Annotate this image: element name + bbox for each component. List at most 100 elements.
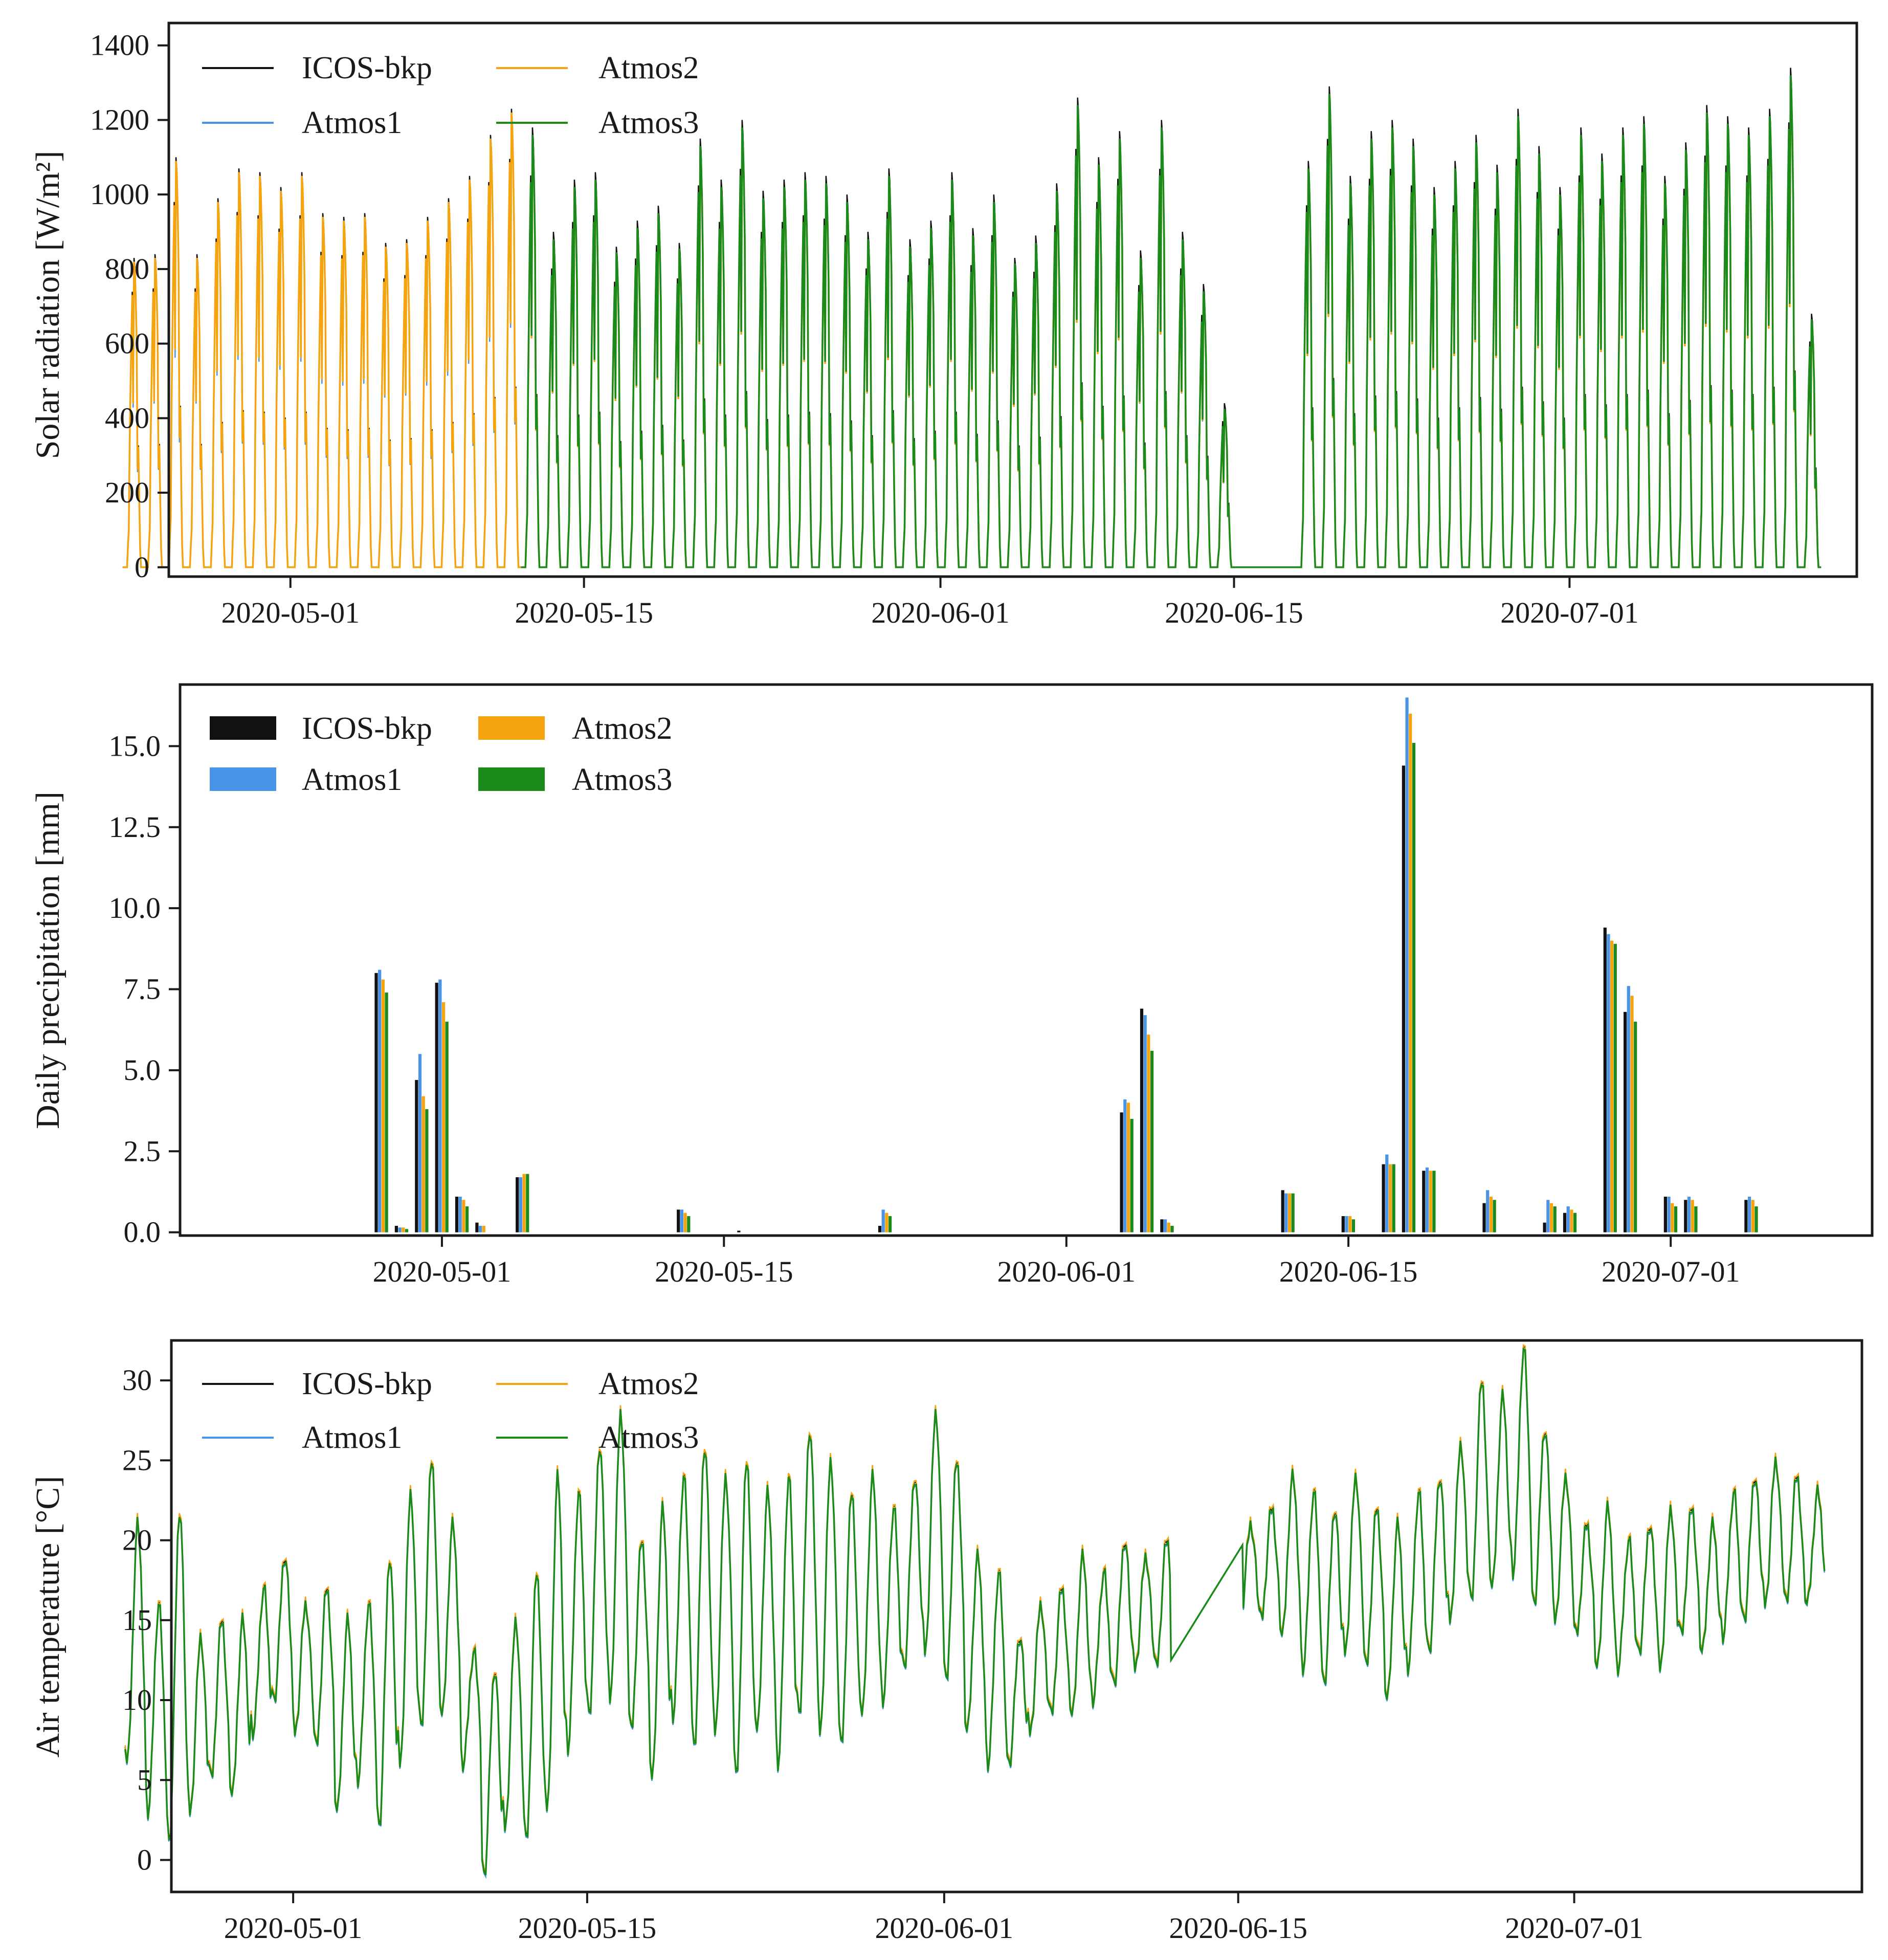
precip-bar-icos-bkp bbox=[1281, 1190, 1284, 1232]
precipitation-chart: 0.02.55.07.510.012.515.0 2020-05-01 2020-… bbox=[29, 683, 1874, 1288]
precip-y-axis-label: Daily precipitation [mm] bbox=[29, 791, 66, 1129]
y-tick-label: 25 bbox=[122, 1443, 152, 1477]
precip-bar-atmos1 bbox=[1687, 1197, 1691, 1232]
precip-bar-atmos1 bbox=[479, 1226, 482, 1232]
precip-legend-icos-swatch bbox=[210, 716, 276, 740]
x-tick-label: 2020-06-15 bbox=[1169, 1911, 1307, 1945]
precip-bar-icos-bkp bbox=[1624, 1011, 1627, 1232]
y-tick-label: 1000 bbox=[90, 178, 149, 211]
precip-bar-atmos2 bbox=[1489, 1197, 1493, 1232]
precip-bar-atmos3 bbox=[445, 1021, 449, 1232]
precip-bar-atmos2 bbox=[885, 1213, 889, 1232]
solar-x-axis: 2020-05-01 2020-05-15 2020-06-01 2020-06-15… bbox=[221, 577, 1639, 629]
temp-legend-atmos2-label: Atmos2 bbox=[598, 1367, 699, 1401]
y-tick-label: 2.5 bbox=[124, 1134, 161, 1168]
precip-bar-atmos1 bbox=[1667, 1197, 1671, 1232]
precip-bar-atmos2 bbox=[1147, 1034, 1150, 1232]
precip-bar-atmos1 bbox=[398, 1227, 402, 1232]
precip-legend: ICOS-bkp Atmos1 Atmos2 Atmos3 bbox=[210, 711, 672, 797]
precip-bar-atmos2 bbox=[1630, 996, 1634, 1232]
y-tick-label: 0 bbox=[135, 550, 149, 584]
precip-legend-atmos3-label: Atmos3 bbox=[572, 762, 672, 797]
y-tick-label: 15.0 bbox=[109, 729, 161, 762]
precip-bar-icos-bkp bbox=[1482, 1203, 1486, 1232]
precip-bar-atmos3 bbox=[1493, 1200, 1496, 1232]
precip-bar-atmos3 bbox=[385, 992, 388, 1232]
solar-y-axis-label: Solar radiation [W/m²] bbox=[29, 151, 66, 459]
y-tick-label: 0.0 bbox=[124, 1216, 161, 1249]
precip-bar-atmos3 bbox=[1392, 1164, 1395, 1232]
precip-bar-atmos3 bbox=[1634, 1021, 1637, 1232]
precip-bar-icos-bkp bbox=[1663, 1197, 1667, 1232]
precip-bar-atmos1 bbox=[1164, 1219, 1167, 1232]
precip-bar-atmos1 bbox=[1385, 1154, 1389, 1232]
precip-bar-atmos2 bbox=[1429, 1171, 1432, 1232]
temp-y-axis-label: Air temperature [°C] bbox=[29, 1476, 66, 1758]
precip-bar-atmos3 bbox=[425, 1109, 429, 1232]
precip-bar-atmos3 bbox=[1130, 1118, 1134, 1232]
precip-bar-atmos1 bbox=[1607, 934, 1610, 1232]
precip-bar-atmos3 bbox=[1553, 1206, 1557, 1232]
solar-series-group bbox=[122, 68, 1822, 568]
precip-bar-icos-bkp bbox=[475, 1222, 479, 1232]
y-tick-label: 10.0 bbox=[109, 891, 161, 924]
y-tick-label: 1400 bbox=[90, 29, 149, 62]
solar-plot-frame bbox=[167, 21, 1858, 578]
precip-bar-atmos1 bbox=[1566, 1206, 1570, 1232]
x-tick-label: 2020-05-15 bbox=[518, 1911, 657, 1945]
precip-bar-atmos3 bbox=[1613, 943, 1617, 1232]
precip-bar-atmos3 bbox=[1573, 1213, 1577, 1232]
precip-bar-atmos1 bbox=[1345, 1216, 1348, 1232]
precip-bar-atmos3 bbox=[1291, 1193, 1295, 1232]
precip-legend-icos-label: ICOS-bkp bbox=[302, 711, 432, 746]
precip-bar-atmos1 bbox=[1486, 1190, 1490, 1232]
precip-bar-atmos3 bbox=[1694, 1206, 1698, 1232]
solar-line-atmos2 bbox=[122, 81, 1822, 568]
precip-bar-atmos1 bbox=[378, 970, 382, 1232]
precip-bar-atmos1 bbox=[1425, 1168, 1429, 1232]
temp-plot-frame bbox=[170, 1339, 1863, 1893]
temp-legend-icos-label: ICOS-bkp bbox=[302, 1367, 432, 1401]
y-tick-label: 20 bbox=[122, 1524, 152, 1557]
precip-bar-atmos3 bbox=[1150, 1050, 1154, 1232]
x-tick-label: 2020-06-01 bbox=[871, 596, 1010, 629]
temp-y-axis: 0 5 10 15 20 25 30 bbox=[122, 1363, 171, 1877]
air-temperature-chart: 0 5 10 15 20 25 30 2020-05-01 2020-05-15 2020-06… bbox=[29, 1339, 1863, 1945]
precip-x-axis: 2020-05-01 2020-05-15 2020-06-01 2020-06-15… bbox=[373, 1236, 1740, 1288]
temp-legend-atmos3-label: Atmos3 bbox=[598, 1420, 699, 1455]
precip-bar-icos-bkp bbox=[1684, 1200, 1687, 1232]
y-tick-label: 7.5 bbox=[124, 973, 161, 1006]
precip-bar-atmos3 bbox=[1754, 1206, 1758, 1232]
x-tick-label: 2020-05-01 bbox=[373, 1255, 512, 1288]
precip-bar-icos-bkp bbox=[1382, 1164, 1385, 1232]
precipitation-bars-group bbox=[374, 697, 1758, 1232]
precip-plot-frame bbox=[179, 683, 1874, 1237]
y-tick-label: 12.5 bbox=[109, 810, 161, 844]
y-tick-label: 5 bbox=[137, 1763, 152, 1796]
precip-bar-atmos1 bbox=[1284, 1193, 1288, 1232]
x-tick-label: 2020-07-01 bbox=[1602, 1255, 1740, 1288]
precip-bar-atmos2 bbox=[1288, 1193, 1292, 1232]
precip-bar-icos-bkp bbox=[677, 1209, 680, 1232]
precip-bar-atmos1 bbox=[418, 1054, 422, 1232]
solar-line-atmos3 bbox=[521, 75, 1822, 568]
precip-bar-atmos3 bbox=[1351, 1219, 1355, 1232]
precip-y-axis: 0.0 2.5 5.0 7.5 10.0 12.5 15.0 bbox=[109, 729, 180, 1249]
temp-line-atmos3 bbox=[124, 1347, 1826, 1876]
y-tick-label: 0 bbox=[137, 1843, 152, 1877]
solar-legend: ICOS-bkp Atmos1 Atmos2 Atmos3 bbox=[202, 51, 699, 140]
precip-bar-atmos1 bbox=[881, 1209, 885, 1232]
x-tick-label: 2020-06-01 bbox=[997, 1255, 1136, 1288]
precip-bar-atmos2 bbox=[1610, 940, 1614, 1232]
x-tick-label: 2020-06-01 bbox=[875, 1911, 1014, 1945]
precip-bar-atmos3 bbox=[526, 1174, 529, 1232]
precip-bar-atmos1 bbox=[438, 979, 442, 1232]
y-tick-label: 800 bbox=[105, 252, 149, 285]
precip-legend-atmos2-label: Atmos2 bbox=[572, 711, 672, 746]
precip-bar-icos-bkp bbox=[737, 1230, 741, 1232]
precip-bar-atmos3 bbox=[1412, 743, 1416, 1232]
precip-bar-atmos2 bbox=[482, 1226, 485, 1232]
precip-bar-atmos1 bbox=[680, 1209, 683, 1232]
solar-legend-atmos3-label: Atmos3 bbox=[598, 105, 699, 140]
